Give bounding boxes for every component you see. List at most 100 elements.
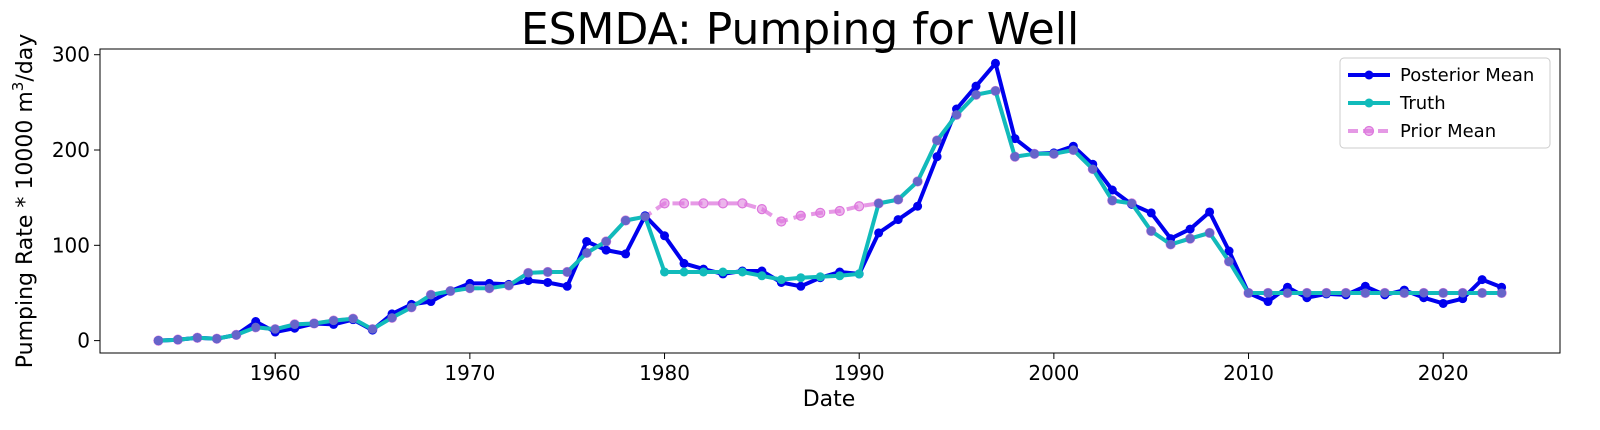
point-prior-mean xyxy=(815,207,826,219)
point-posterior-mean xyxy=(1185,224,1195,234)
point-prior-mean xyxy=(854,201,865,212)
point-prior-mean xyxy=(717,198,729,209)
point-posterior-mean xyxy=(582,237,592,247)
point-posterior-mean xyxy=(601,245,611,255)
x-tick-label: 2020 xyxy=(1418,361,1469,385)
overlap-point xyxy=(1049,149,1059,159)
overlap-point xyxy=(582,248,592,258)
point-truth xyxy=(776,275,786,285)
y-axis-label-main: Pumping Rate * 10000 m xyxy=(13,91,38,368)
overlap-point xyxy=(1263,288,1273,298)
overlap-point xyxy=(231,330,241,340)
y-tick-label: 300 xyxy=(52,43,90,67)
point-posterior-mean xyxy=(1438,298,1448,308)
point-posterior-mean xyxy=(1224,246,1234,256)
x-tick-label: 1980 xyxy=(639,361,690,385)
point-truth xyxy=(757,271,767,281)
point-posterior-mean xyxy=(543,277,553,287)
overlap-point xyxy=(192,333,202,343)
overlap-point xyxy=(1010,152,1020,162)
point-posterior-mean xyxy=(874,228,884,238)
overlap-point xyxy=(153,336,163,346)
series-line-truth xyxy=(158,88,1502,343)
point-posterior-mean xyxy=(796,281,806,291)
series-line-posterior-mean xyxy=(158,61,1503,343)
y-axis-label-tail: /day xyxy=(13,34,38,82)
overlap-point xyxy=(601,237,611,247)
overlap-point xyxy=(1302,288,1312,298)
point-truth xyxy=(737,267,747,277)
overlap-point xyxy=(368,324,378,334)
y-tick-label: 200 xyxy=(52,138,90,162)
point-truth xyxy=(854,269,864,279)
overlap-point xyxy=(484,283,494,293)
overlap-point xyxy=(562,267,572,277)
overlap-point xyxy=(1399,288,1409,298)
legend-marker-prior-mean xyxy=(1363,125,1375,137)
overlap-point xyxy=(1166,239,1176,249)
overlap-point xyxy=(1185,234,1195,244)
x-tick-label: 2010 xyxy=(1223,361,1274,385)
point-posterior-mean xyxy=(913,201,923,211)
series-truth xyxy=(153,86,1507,346)
point-posterior-mean xyxy=(1010,134,1020,144)
y-axis-label-sup: 3 xyxy=(9,82,27,92)
overlap-point xyxy=(990,86,1000,96)
point-truth xyxy=(698,267,708,277)
overlap-point xyxy=(406,302,416,312)
point-posterior-mean xyxy=(1146,208,1156,218)
overlap-point xyxy=(1107,196,1117,206)
overlap-point xyxy=(426,290,436,300)
legend-label-truth: Truth xyxy=(1399,93,1446,114)
overlap-point xyxy=(1497,288,1507,298)
point-posterior-mean xyxy=(1263,297,1273,307)
y-axis-label: Pumping Rate * 10000 m3/day xyxy=(9,34,38,369)
point-posterior-mean xyxy=(893,215,903,225)
overlap-point xyxy=(1127,198,1137,208)
point-posterior-mean xyxy=(679,258,689,268)
legend-label-prior-mean: Prior Mean xyxy=(1400,121,1496,142)
plot-area: 1960 1970 1980 1990 2000 2010 2020 0 100 200 300 xyxy=(52,43,1561,385)
overlap-point xyxy=(445,286,455,296)
point-posterior-mean xyxy=(621,249,631,259)
overlap-point xyxy=(1458,288,1468,298)
overlap-point xyxy=(1244,288,1254,298)
overlap-point xyxy=(621,216,631,226)
point-truth xyxy=(815,272,825,282)
legend-marker-posterior-mean xyxy=(1364,70,1374,80)
overlap-point xyxy=(465,283,475,293)
point-posterior-mean xyxy=(1360,281,1370,291)
overlap-point xyxy=(251,322,261,332)
point-posterior-mean xyxy=(1477,275,1487,285)
legend-label-posterior-mean: Posterior Mean xyxy=(1400,65,1534,86)
overlap-point xyxy=(387,313,397,323)
overlap-point xyxy=(329,316,339,326)
point-posterior-mean xyxy=(426,297,436,307)
chart-title: ESMDA: Pumping for Well xyxy=(521,4,1079,55)
y-tick-label: 100 xyxy=(52,233,90,257)
point-prior-mean xyxy=(756,204,767,215)
overlap-point xyxy=(1282,288,1292,298)
overlap-point xyxy=(290,319,300,329)
overlap-point xyxy=(893,195,903,205)
x-tick-label: 1990 xyxy=(834,361,885,385)
overlap-point xyxy=(1088,164,1098,174)
point-posterior-mean xyxy=(1107,185,1117,195)
overlap-point xyxy=(212,334,222,344)
point-truth xyxy=(660,267,670,277)
overlap-point xyxy=(971,90,981,100)
overlap-point xyxy=(1380,288,1390,298)
point-truth xyxy=(718,267,728,277)
series-prior-mean xyxy=(153,85,1507,346)
point-truth xyxy=(835,271,845,281)
series-posterior-mean xyxy=(153,58,1507,346)
overlap-point xyxy=(523,268,533,278)
legend: Posterior Mean Truth Prior Mean xyxy=(1339,57,1551,149)
x-tick-label: 1970 xyxy=(444,361,495,385)
overlap-point xyxy=(640,212,650,222)
overlap-point xyxy=(504,280,514,290)
overlap-point xyxy=(1205,228,1215,238)
overlap-markers xyxy=(153,86,1507,346)
axes-frame xyxy=(99,48,1561,354)
point-posterior-mean xyxy=(990,58,1000,68)
